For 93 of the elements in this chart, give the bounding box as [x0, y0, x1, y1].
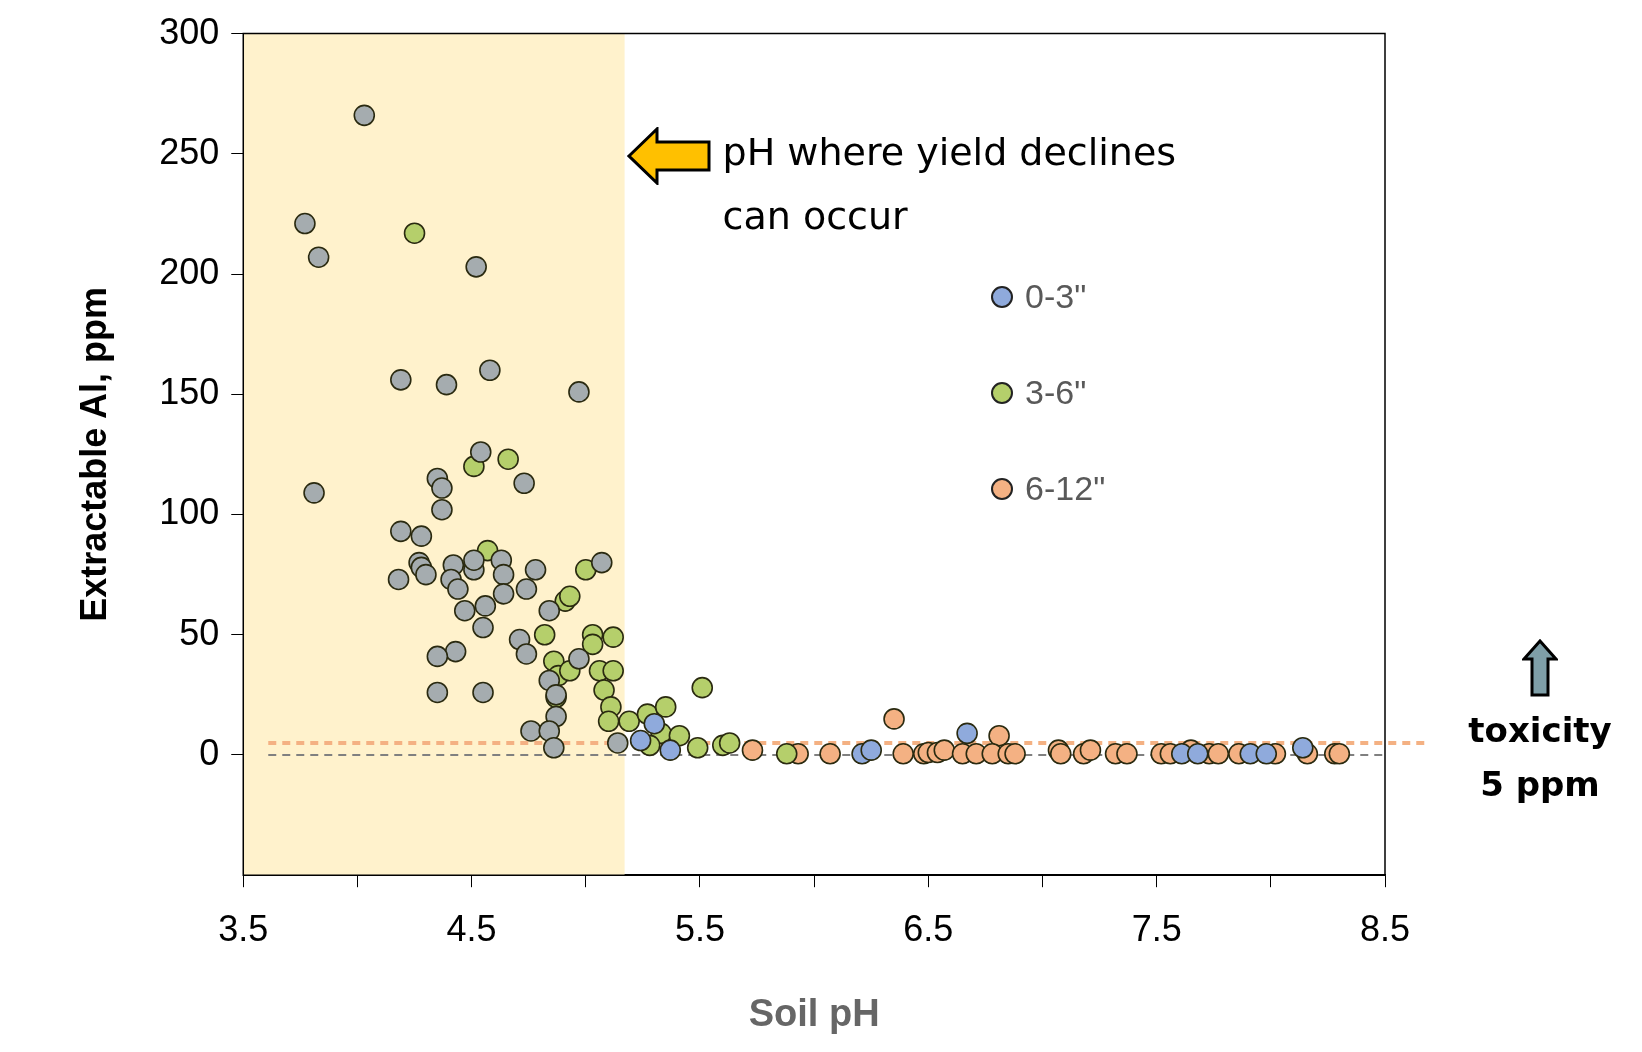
- point: [629, 729, 652, 752]
- point: [426, 681, 449, 704]
- point: [602, 660, 624, 682]
- point: [559, 585, 581, 608]
- point: [1116, 742, 1138, 765]
- y-tick-label: 300: [159, 10, 220, 52]
- point: [718, 732, 741, 754]
- y-tick-label: 250: [159, 130, 220, 172]
- point: [892, 742, 914, 765]
- point: [686, 736, 709, 759]
- point: [410, 525, 433, 547]
- point: [593, 679, 615, 701]
- point: [568, 647, 590, 670]
- y-axis-title: Extractable Al, ppm: [72, 287, 114, 622]
- legend-label: 0-3": [1025, 277, 1087, 317]
- point: [606, 732, 629, 754]
- point: [1079, 739, 1102, 761]
- point: [956, 722, 978, 745]
- point: [691, 676, 714, 699]
- point: [303, 482, 325, 504]
- point: [1186, 742, 1209, 765]
- point: [387, 568, 410, 591]
- point: [472, 681, 494, 704]
- point: [775, 742, 798, 765]
- y-tick-label: 150: [159, 371, 220, 413]
- x-tick-label: 5.5: [674, 907, 725, 949]
- point: [415, 563, 437, 586]
- point: [447, 578, 469, 600]
- point: [581, 633, 604, 656]
- point: [431, 477, 453, 499]
- point: [497, 448, 519, 471]
- point: [474, 595, 497, 617]
- point: [435, 373, 458, 396]
- y-tick-label: 50: [179, 611, 220, 653]
- point: [933, 739, 956, 761]
- point: [353, 104, 376, 127]
- point: [1004, 742, 1026, 765]
- point: [524, 559, 547, 581]
- point: [602, 626, 624, 648]
- x-axis-title: Soil pH: [748, 991, 880, 1034]
- x-tick-label: 7.5: [1131, 907, 1182, 949]
- point: [469, 441, 492, 463]
- point: [472, 616, 494, 639]
- point: [444, 640, 467, 663]
- point: [988, 724, 1010, 747]
- point: [659, 739, 682, 761]
- point: [307, 246, 330, 269]
- point: [515, 643, 538, 665]
- point: [883, 708, 905, 730]
- point: [390, 520, 412, 543]
- point: [479, 359, 501, 382]
- point: [597, 710, 620, 733]
- ref-line-label: toxicity 5 ppm: [1467, 708, 1613, 806]
- point: [543, 736, 565, 759]
- point: [294, 212, 316, 235]
- point: [453, 599, 476, 622]
- y-tick-label: 100: [159, 491, 220, 533]
- point: [643, 712, 666, 735]
- point: [465, 256, 487, 278]
- point: [574, 559, 597, 581]
- point: [1255, 742, 1278, 765]
- point: [654, 696, 677, 718]
- point: [741, 739, 764, 761]
- point: [1328, 742, 1351, 765]
- y-tick-label: 200: [159, 250, 220, 292]
- point: [403, 222, 426, 244]
- point: [819, 742, 841, 765]
- x-tick-label: 6.5: [903, 907, 954, 949]
- point: [538, 720, 561, 742]
- point: [590, 551, 613, 574]
- point: [860, 739, 883, 761]
- point: [390, 369, 412, 391]
- point: [538, 599, 561, 622]
- point: [520, 720, 542, 742]
- point: [463, 549, 485, 571]
- point: [492, 583, 515, 605]
- point: [431, 498, 453, 521]
- band-label: pH where yield declines can occur: [722, 128, 1178, 240]
- point: [533, 623, 556, 646]
- point: [1207, 742, 1230, 765]
- x-tick-label: 3.5: [218, 907, 269, 949]
- point: [1292, 736, 1314, 759]
- x-tick-label: 4.5: [446, 907, 497, 949]
- point: [568, 381, 590, 403]
- point: [515, 578, 538, 600]
- point: [513, 472, 535, 495]
- point: [492, 563, 515, 586]
- point: [618, 710, 640, 733]
- point: [426, 645, 449, 668]
- legend-label: 3-6": [1025, 373, 1087, 413]
- legend-label: 6-12": [1025, 469, 1106, 509]
- y-tick-label: 0: [199, 731, 220, 773]
- x-tick-label: 8.5: [1359, 907, 1411, 949]
